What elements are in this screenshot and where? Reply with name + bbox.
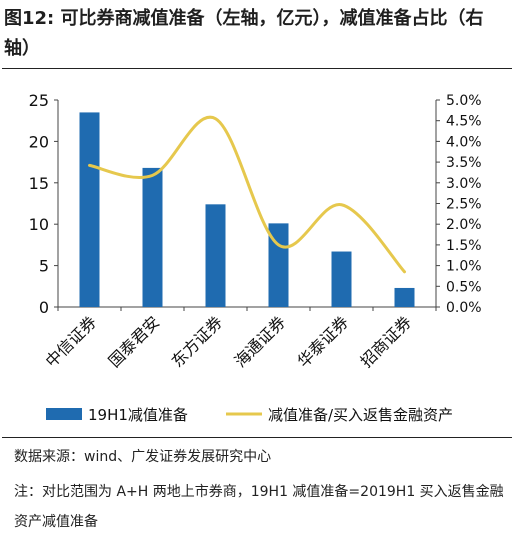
category-label: 中信证券 — [42, 312, 101, 371]
data-source: 数据来源：wind、广发证券发展研究中心 — [14, 449, 272, 465]
legend-line-label: 减值准备/买入返售金融资产 — [268, 406, 453, 424]
top-divider — [2, 68, 512, 69]
bar — [331, 251, 352, 307]
bottom-divider — [2, 437, 512, 438]
left-tick-label: 10 — [29, 215, 49, 234]
bar-series — [79, 112, 415, 307]
category-label: 招商证券 — [357, 312, 416, 371]
bar — [394, 287, 415, 307]
left-tick-label: 15 — [29, 174, 49, 193]
category-labels: 中信证券 国泰君安 东方证券 海通证券 华泰证券 招商证券 — [42, 312, 416, 371]
legend-bar-swatch — [46, 408, 82, 420]
legend-bar-label: 19H1减值准备 — [88, 406, 188, 424]
bar — [142, 167, 163, 307]
chart-title: 图12: 可比券商减值准备（左轴，亿元），减值准备占比（右轴） — [4, 4, 510, 64]
right-tick-label: 2.0% — [446, 217, 482, 233]
category-label: 华泰证券 — [294, 312, 353, 371]
series-line — [88, 115, 406, 274]
bar — [79, 112, 100, 307]
left-tick-label: 25 — [29, 91, 49, 110]
figure-title-text: 可比券商减值准备（左轴，亿元），减值准备占比（右轴） — [4, 8, 484, 59]
chart-area: 0 5 10 15 20 25 0.0% 0.5% 1.0% 1.5% 2.0% 2.5% 3.0% 3.… — [29, 91, 482, 424]
left-tick-label: 20 — [29, 132, 49, 151]
right-tick-label: 0.0% — [446, 300, 482, 316]
right-tick-label: 4.0% — [446, 134, 482, 150]
right-tick-label: 3.5% — [446, 155, 482, 171]
axes: 0 5 10 15 20 25 0.0% 0.5% 1.0% 1.5% 2.0% 2.5% 3.0% 3.… — [29, 91, 482, 317]
right-tick-label: 3.0% — [446, 176, 482, 192]
bar — [205, 204, 226, 307]
bar — [268, 223, 289, 307]
right-tick-label: 1.0% — [446, 259, 482, 275]
category-label: 海通证券 — [231, 312, 290, 371]
category-label: 国泰君安 — [105, 312, 164, 371]
line-series — [88, 115, 406, 274]
category-label: 东方证券 — [168, 312, 227, 371]
right-tick-label: 2.5% — [446, 197, 482, 213]
right-tick-label: 1.5% — [446, 238, 482, 254]
left-tick-label: 5 — [39, 257, 49, 276]
legend: 19H1减值准备 减值准备/买入返售金融资产 — [46, 406, 453, 424]
left-tick-label: 0 — [39, 298, 49, 317]
footnote: 注：对比范围为 A+H 两地上市券商，19H1 减值准备=2019H1 买入返售… — [14, 484, 504, 530]
figure-label: 图12: — [4, 8, 55, 29]
right-tick-label: 4.5% — [446, 114, 482, 130]
right-tick-label: 0.5% — [446, 279, 482, 295]
right-tick-label: 5.0% — [446, 93, 482, 109]
